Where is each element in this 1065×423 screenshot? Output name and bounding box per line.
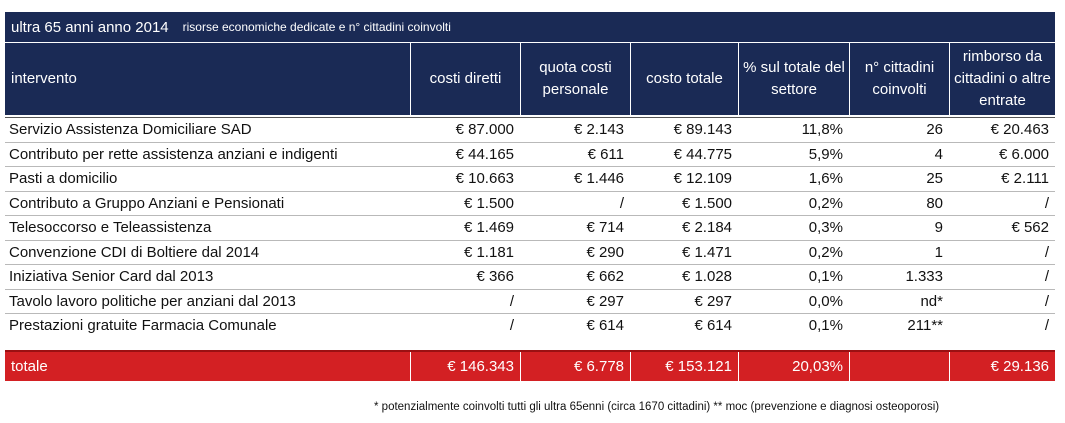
table-cell: € 611	[587, 145, 624, 163]
table-cell: 4	[934, 145, 943, 163]
column-header: intervento	[11, 70, 77, 87]
total-cell: € 6.778	[520, 352, 630, 381]
total-cell: 20,03%	[738, 352, 849, 381]
table-cell: € 10.663	[455, 170, 514, 188]
table-cell: 0,1%	[808, 317, 843, 335]
table-cell: 0,2%	[808, 243, 843, 261]
total-cell: € 29.136	[949, 352, 1055, 381]
table-title-bar: ultra 65 anni anno 2014 risorse economic…	[5, 12, 1055, 42]
table-cell: 25	[926, 170, 943, 188]
row-label: Tavolo lavoro politiche per anziani dal …	[9, 292, 296, 310]
table-cell: € 87.000	[455, 121, 514, 139]
table-row: Pasti a domicilio € 10.663 € 1.446 € 12.109…	[5, 166, 1055, 191]
table-cell: € 2.143	[573, 121, 624, 139]
table-header: intervento costi diretti quota costi perso…	[5, 43, 1055, 115]
table-cell: € 714	[586, 219, 624, 237]
table-title: ultra 65 anni anno 2014	[11, 18, 169, 36]
table-cell: € 614	[694, 317, 732, 335]
table-cell: € 2.184	[681, 219, 732, 237]
row-label: Prestazioni gratuite Farmacia Comunale	[9, 317, 277, 335]
column-header: n° cittadini coinvolti	[849, 43, 949, 115]
table-cell: € 89.143	[673, 121, 732, 139]
table-cell: € 662	[586, 268, 624, 286]
table-cell: 11,8%	[801, 121, 843, 139]
table-cell: /	[1044, 292, 1049, 310]
table-row: Convenzione CDI di Boltiere dal 2014 € 1.…	[5, 239, 1055, 265]
table-cell: 0,2%	[808, 194, 843, 212]
table-cell: 80	[926, 194, 943, 212]
table-cell: 0,0%	[808, 292, 843, 310]
table-cell: /	[619, 194, 624, 212]
table-cell: 1	[934, 243, 943, 261]
column-header: rimborso da cittadini o altre entrate	[949, 43, 1055, 115]
table-row: Iniziativa Senior Card dal 2013 € 366 € 66…	[5, 264, 1055, 289]
table-cell: € 1.500	[681, 194, 732, 212]
row-label: Contributo a Gruppo Anziani e Pensionati	[9, 194, 285, 212]
table-cell: € 6.000	[998, 145, 1049, 163]
table-cell: /	[1044, 243, 1049, 261]
row-label: Iniziativa Senior Card dal 2013	[9, 268, 214, 286]
table-cell: 0,3%	[808, 219, 843, 237]
table-row: Tavolo lavoro politiche per anziani dal …	[5, 288, 1055, 314]
table-subtitle: risorse economiche dedicate e n° cittadi…	[182, 20, 451, 34]
table-cell: 26	[926, 121, 943, 139]
table-cell: € 44.165	[455, 145, 514, 163]
row-label: Pasti a domicilio	[9, 170, 118, 188]
column-header: costi diretti	[410, 43, 520, 115]
table-body: Servizio Assistenza Domiciliare SAD € 87.…	[5, 117, 1055, 338]
table-row: Contributo per rette assistenza anziani …	[5, 141, 1055, 167]
column-header: % sul totale del settore	[738, 43, 849, 115]
table-cell: 5,9%	[808, 145, 843, 163]
table-cell: 0,1%	[808, 268, 843, 286]
table-cell: € 297	[586, 292, 624, 310]
table-cell: /	[1044, 194, 1049, 212]
table-cell: € 614	[586, 317, 624, 335]
table-cell: € 1.181	[463, 243, 514, 261]
column-header: quota costi personale	[520, 43, 630, 115]
table-cell: € 44.775	[673, 145, 732, 163]
total-cell	[849, 352, 949, 381]
table-cell: € 562	[1011, 219, 1049, 237]
table-row: Prestazioni gratuite Farmacia Comunale / €…	[5, 313, 1055, 338]
table-cell: 1.333	[905, 268, 943, 286]
row-label: Contributo per rette assistenza anziani …	[9, 145, 338, 163]
row-label: Convenzione CDI di Boltiere dal 2014	[9, 243, 260, 261]
table-cell: € 1.500	[463, 194, 514, 212]
table-cell: € 2.111	[1001, 170, 1049, 188]
footnote: * potenzialmente coinvolti tutti gli ult…	[374, 401, 940, 413]
total-cell: € 146.343	[410, 352, 520, 381]
total-row: totale € 146.343 € 6.778 € 153.121 20,03% € 2…	[5, 350, 1055, 381]
column-header: costo totale	[630, 43, 738, 115]
table-row: Telesoccorso e Teleassistenza € 1.469 € 71…	[5, 215, 1055, 240]
table-row: Contributo a Gruppo Anziani e Pensionati…	[5, 190, 1055, 216]
row-label: Telesoccorso e Teleassistenza	[9, 219, 212, 237]
table-cell: /	[509, 292, 514, 310]
table-cell: € 290	[586, 243, 624, 261]
table-cell: 9	[934, 219, 943, 237]
total-label: totale	[11, 358, 48, 375]
table-cell: € 1.028	[681, 268, 732, 286]
table-row: Servizio Assistenza Domiciliare SAD € 87.…	[5, 117, 1055, 142]
table-cell: € 297	[694, 292, 732, 310]
table-cell: € 20.463	[990, 121, 1049, 139]
table-cell: € 1.446	[573, 170, 624, 188]
table-cell: € 1.469	[463, 219, 514, 237]
table-cell: 211**	[907, 317, 943, 335]
table-cell: nd*	[920, 292, 943, 310]
table-cell: /	[509, 317, 514, 335]
table-cell: 1,6%	[808, 170, 843, 188]
table-cell: € 1.471	[681, 243, 732, 261]
total-cell: € 153.121	[630, 352, 738, 381]
table-cell: € 366	[476, 268, 514, 286]
table-cell: € 12.109	[673, 170, 732, 188]
row-label: Servizio Assistenza Domiciliare SAD	[9, 121, 252, 139]
table-cell: /	[1044, 268, 1049, 286]
table-cell: /	[1044, 317, 1049, 335]
